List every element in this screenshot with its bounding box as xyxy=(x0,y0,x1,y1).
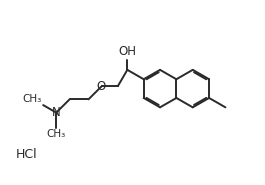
Text: O: O xyxy=(96,80,105,92)
Text: CH₃: CH₃ xyxy=(23,94,42,104)
Text: OH: OH xyxy=(118,45,136,58)
Text: HCl: HCl xyxy=(16,149,37,162)
Text: CH₃: CH₃ xyxy=(47,129,66,139)
Text: N: N xyxy=(52,106,61,119)
